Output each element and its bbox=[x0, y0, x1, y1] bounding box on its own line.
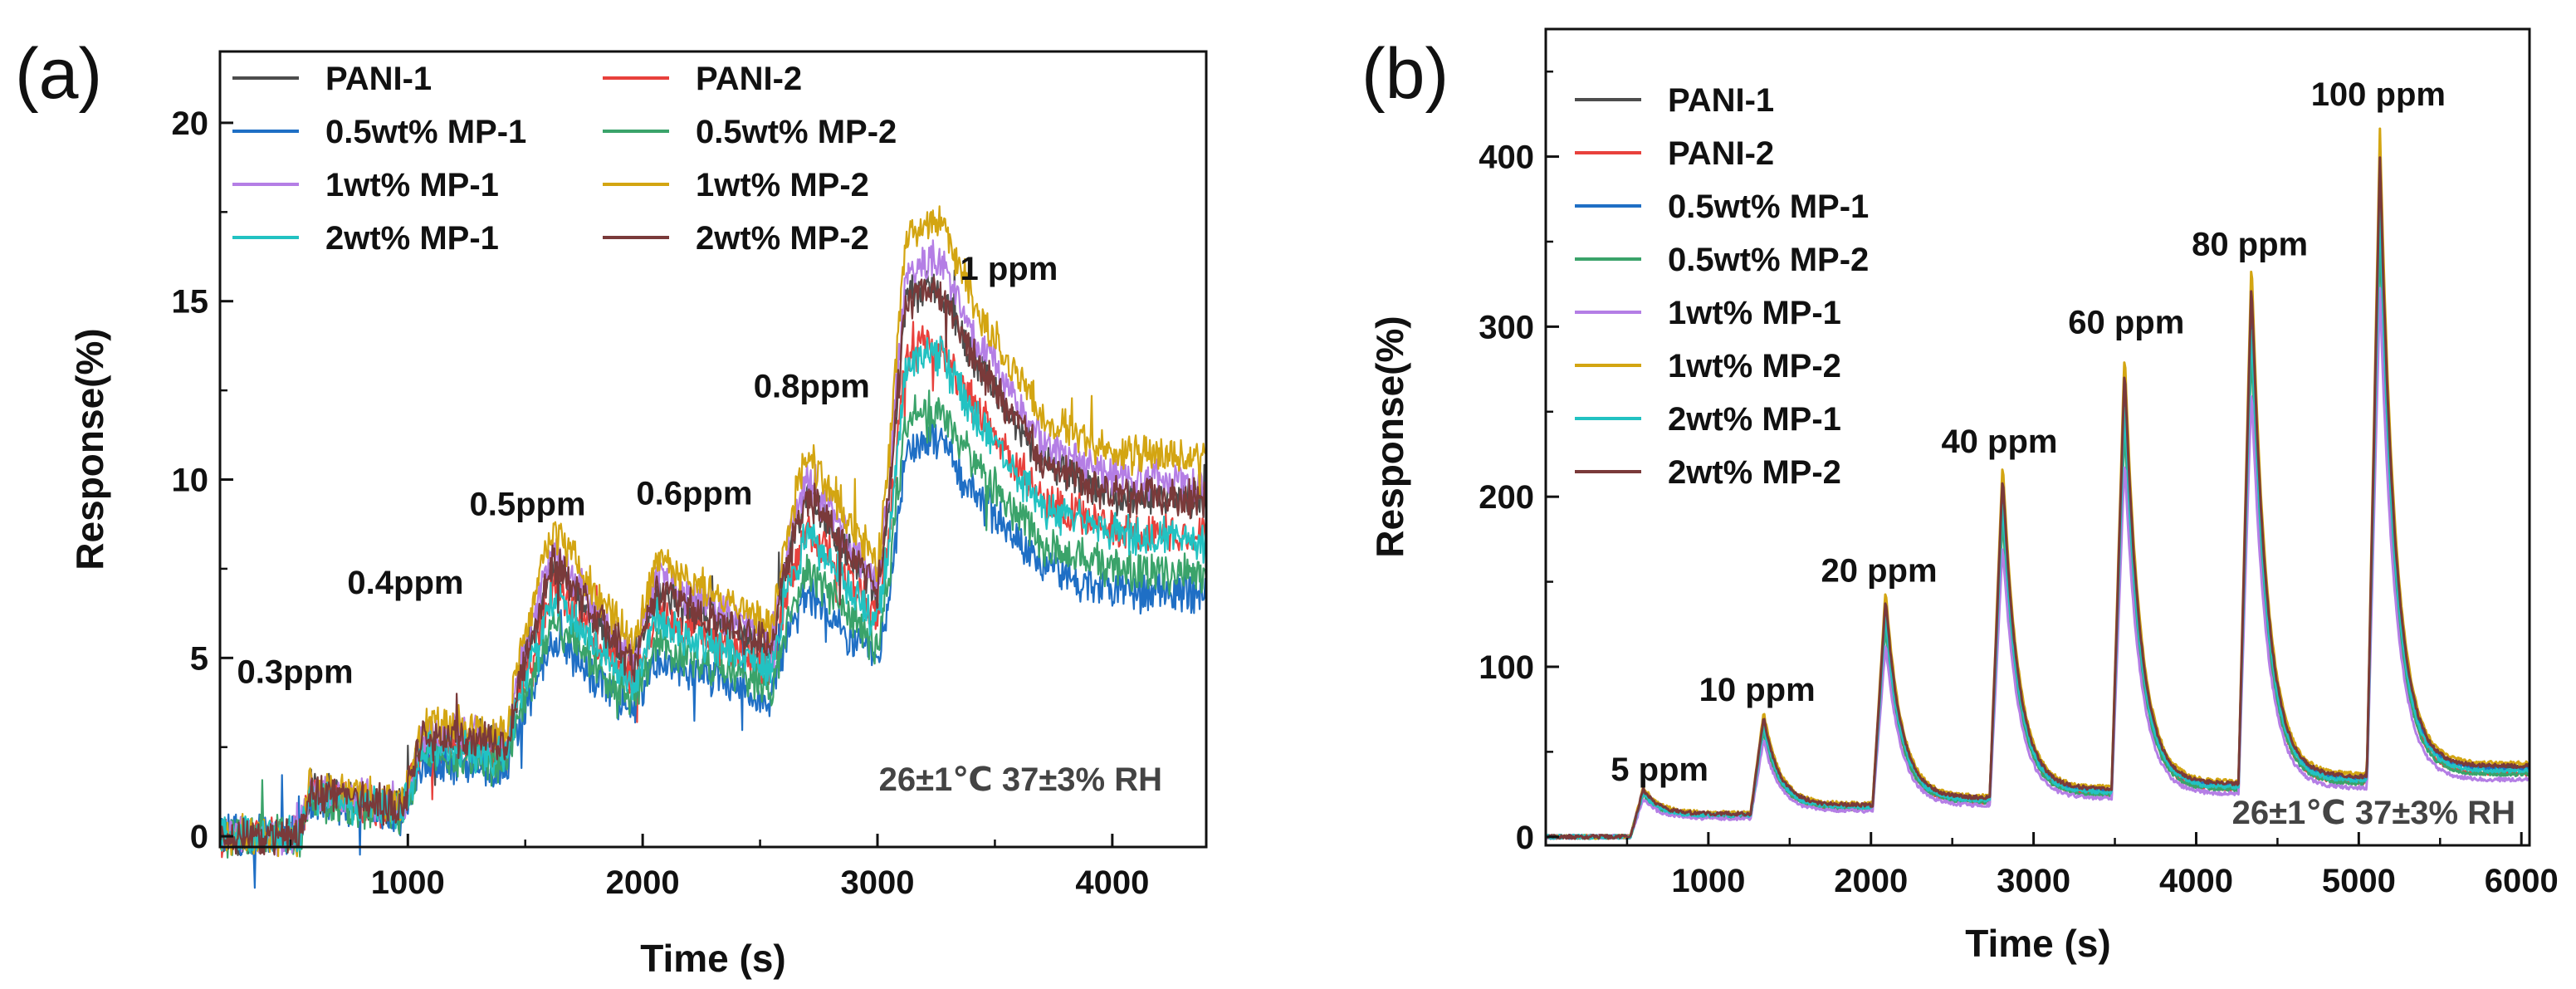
concentration-annotation: 0.8ppm bbox=[754, 369, 870, 405]
concentration-annotation: 0.4ppm bbox=[347, 565, 463, 601]
series-line-2wt-mp-2 bbox=[218, 277, 1208, 856]
y-tick-label: 0 bbox=[190, 819, 208, 855]
panel-b-ticks: 1000 2000 3000 4000 5000 6000 0 100 200 300 400 bbox=[1479, 70, 2559, 899]
concentration-annotation: 5 ppm bbox=[1611, 752, 1708, 788]
y-tick-label: 0 bbox=[1516, 820, 1534, 856]
concentration-annotation: 60 ppm bbox=[2068, 305, 2184, 341]
legend-label: PANI-2 bbox=[696, 61, 802, 97]
panel-a-y-axis-label: Response(%) bbox=[68, 328, 111, 570]
concentration-annotation: 40 ppm bbox=[1941, 424, 2057, 460]
concentration-annotation: 0.6ppm bbox=[636, 476, 752, 512]
panel-b-annotations: 5 ppm 10 ppm 20 ppm 40 ppm 60 ppm 80 ppm 100 p… bbox=[1611, 76, 2446, 788]
legend-label: 0.5wt% MP-2 bbox=[1668, 242, 1869, 278]
panel-b-label: (b) bbox=[1361, 34, 1449, 114]
concentration-annotation: 1 ppm bbox=[961, 251, 1058, 287]
y-tick-label: 20 bbox=[172, 105, 209, 142]
panel-a-series bbox=[218, 205, 1208, 889]
legend-label: 0.5wt% MP-2 bbox=[696, 114, 897, 150]
series-line-1wt-mp-2 bbox=[218, 205, 1207, 858]
legend-label: 2wt% MP-1 bbox=[1668, 401, 1841, 438]
concentration-annotation: 80 ppm bbox=[2192, 226, 2308, 262]
panel-a-conditions: 26±1℃ 37±3% RH bbox=[879, 761, 1162, 798]
y-tick-label: 10 bbox=[172, 463, 209, 499]
y-tick-label: 5 bbox=[190, 640, 208, 677]
x-tick-label: 4000 bbox=[1075, 864, 1149, 901]
legend-label: 1wt% MP-1 bbox=[1668, 295, 1841, 331]
legend-label: PANI-2 bbox=[1668, 135, 1774, 172]
y-tick-label: 100 bbox=[1479, 649, 1534, 686]
legend-label: 1wt% MP-1 bbox=[325, 167, 499, 203]
legend-label: 0.5wt% MP-1 bbox=[1668, 188, 1869, 225]
legend-label: PANI-1 bbox=[325, 61, 432, 97]
panel-b-legend: PANI-1 PANI-2 0.5wt% MP-1 0.5wt% MP-2 1wt% M… bbox=[1575, 82, 1869, 491]
panel-a-legend: PANI-1 PANI-2 0.5wt% MP-1 0.5wt% MP-2 1wt% M… bbox=[232, 61, 897, 257]
x-tick-label: 5000 bbox=[2322, 863, 2396, 899]
panel-a-x-axis-label: Time (s) bbox=[640, 937, 786, 980]
panel-a-plot-frame bbox=[218, 50, 1208, 849]
concentration-annotation: 0.3ppm bbox=[237, 654, 353, 690]
series-line-2wt-mp-2 bbox=[1545, 156, 2530, 840]
legend-label: 2wt% MP-2 bbox=[1668, 454, 1841, 491]
x-tick-label: 2000 bbox=[1834, 863, 1908, 899]
panel-b: (b) 1000 2000 3000 4000 5000 6000 0 100 200 300 40… bbox=[1361, 27, 2559, 965]
panel-b-series bbox=[1544, 127, 2531, 840]
panel-b-plot-frame bbox=[1544, 27, 2531, 847]
x-tick-label: 3000 bbox=[841, 864, 915, 901]
x-tick-label: 6000 bbox=[2485, 863, 2559, 899]
y-tick-label: 15 bbox=[172, 284, 209, 321]
y-tick-label: 400 bbox=[1479, 140, 1534, 176]
panel-b-x-axis-label: Time (s) bbox=[1965, 922, 2111, 965]
panel-b-y-axis-label: Response(%) bbox=[1368, 316, 1411, 557]
legend-label: 1wt% MP-2 bbox=[696, 167, 869, 203]
panel-a: (a) 1000 2000 3000 4000 0 5 10 15 20 Time (s) Re… bbox=[15, 34, 1208, 980]
x-tick-label: 1000 bbox=[371, 864, 445, 901]
panel-a-ticks: 1000 2000 3000 4000 0 5 10 15 20 bbox=[172, 105, 1150, 901]
concentration-annotation: 10 ppm bbox=[1699, 672, 1816, 708]
legend-label: 1wt% MP-2 bbox=[1668, 348, 1841, 384]
panel-b-conditions: 26±1℃ 37±3% RH bbox=[2232, 795, 2515, 831]
y-tick-label: 200 bbox=[1479, 479, 1534, 516]
x-tick-label: 1000 bbox=[1671, 863, 1745, 899]
panel-a-label: (a) bbox=[15, 34, 102, 114]
legend-label: 2wt% MP-1 bbox=[325, 220, 499, 257]
concentration-annotation: 20 ppm bbox=[1821, 553, 1938, 590]
series-line-2wt-mp-1 bbox=[1544, 200, 2530, 840]
panel-a-annotations: 0.3ppm 0.4ppm 0.5ppm 0.6ppm 0.8ppm 1 ppm bbox=[237, 251, 1058, 690]
legend-label: 0.5wt% MP-1 bbox=[325, 114, 526, 150]
x-tick-label: 4000 bbox=[2159, 863, 2233, 899]
y-tick-label: 300 bbox=[1479, 309, 1534, 345]
concentration-annotation: 0.5ppm bbox=[470, 486, 586, 522]
legend-label: PANI-1 bbox=[1668, 82, 1774, 119]
x-tick-label: 2000 bbox=[606, 864, 680, 901]
legend-label: 2wt% MP-2 bbox=[696, 220, 869, 257]
x-tick-label: 3000 bbox=[1997, 863, 2070, 899]
concentration-annotation: 100 ppm bbox=[2311, 76, 2446, 113]
